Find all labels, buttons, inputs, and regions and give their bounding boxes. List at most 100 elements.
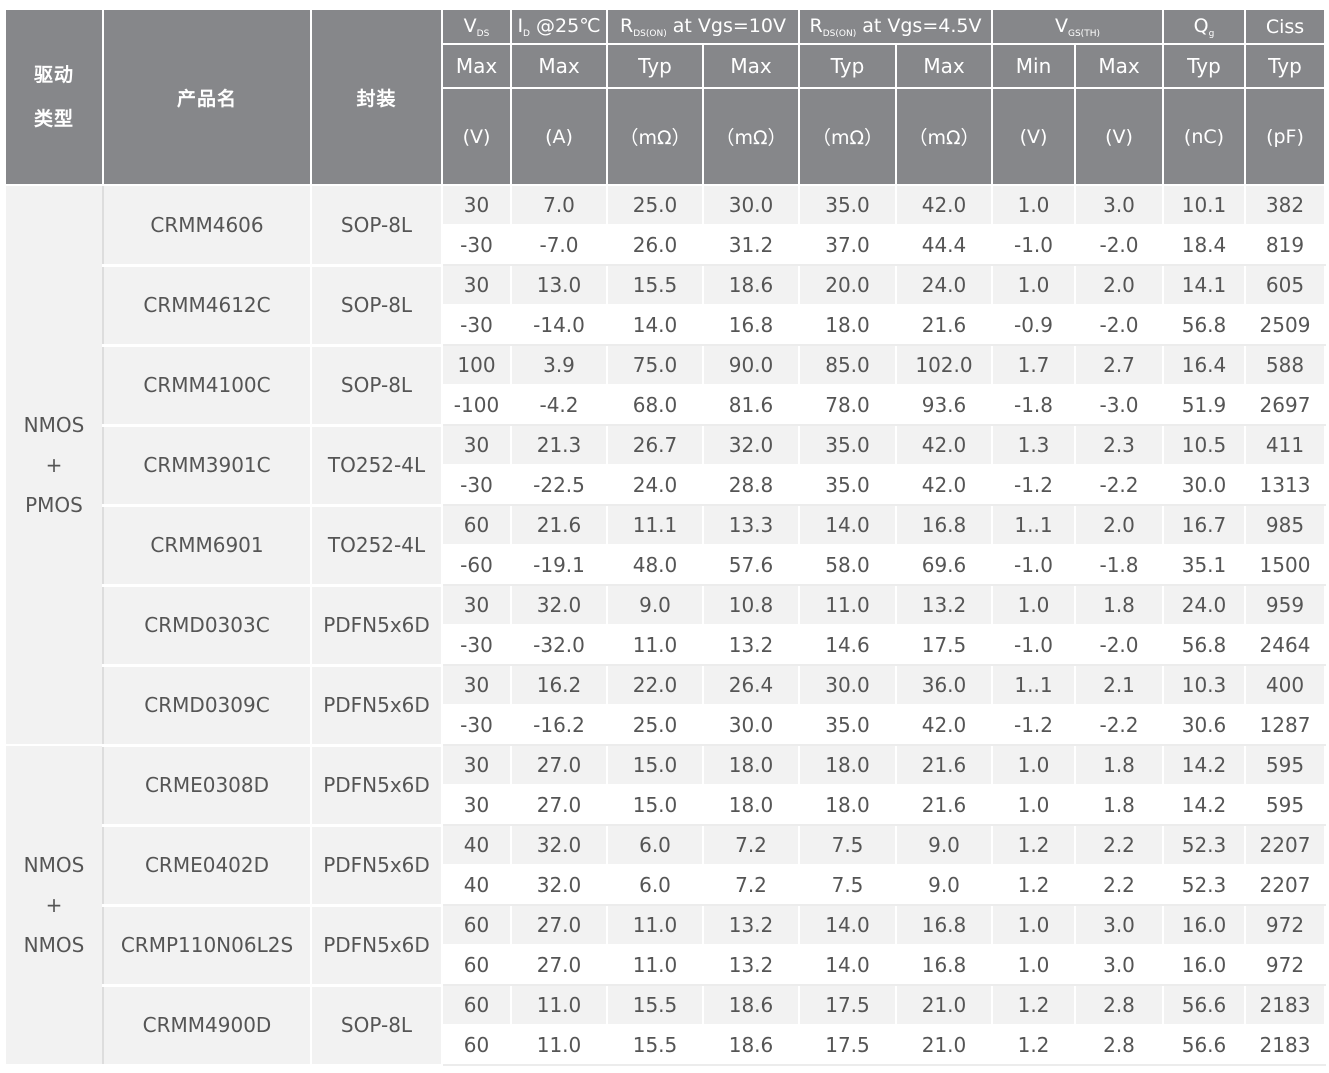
value-cell: 102.0 [895,344,993,386]
value-cell: 13.2 [702,624,800,666]
value-cell: 81.6 [702,384,800,426]
product-name-cell: CRME0402D [102,824,312,907]
value-cell: 18.0 [798,304,897,346]
value-cell: 18.4 [1162,224,1246,266]
header-rds-10v-condition: at Vgs=10V [666,14,786,37]
header-id-condition: @25℃ [529,14,601,37]
value-cell: 1.0 [991,944,1076,986]
value-cell: -32.0 [510,624,608,666]
value-cell: 30.6 [1162,704,1246,746]
header-stat-label: Typ [1162,43,1246,89]
value-cell: 972 [1244,944,1326,986]
value-cell: 100 [441,344,512,386]
value-cell: 90.0 [702,344,800,386]
value-cell: 25.0 [606,704,704,746]
value-cell: 1500 [1244,544,1326,586]
header-vds-subscript: DS [476,28,490,39]
table-row: -30 -7.0 26.0 31.2 37.0 44.4 -1.0 -2.0 18.4 819 [5,224,1326,266]
value-cell: -19.1 [510,544,608,586]
value-cell: 27.0 [510,904,608,946]
value-cell: 32.0 [510,864,608,906]
header-vgs-subscript: GS(TH) [1068,28,1100,39]
table-row: -30 -14.0 14.0 16.8 18.0 21.6 -0.9 -2.0 56.8 2509 [5,304,1326,346]
value-cell: 1.0 [991,744,1076,786]
value-cell: 10.3 [1162,664,1246,706]
drive-type-line: NMOS [23,413,85,437]
value-cell: 26.4 [702,664,800,706]
value-cell: 13.3 [702,504,800,546]
value-cell: -2.0 [1074,304,1164,346]
value-cell: 27.0 [510,744,608,786]
value-cell: 21.3 [510,424,608,466]
value-cell: 42.0 [895,464,993,506]
product-name-cell: CRMM6901 [102,504,312,587]
value-cell: 30 [441,584,512,626]
value-cell: -1.8 [991,384,1076,426]
drive-type-cell: NMOS + NMOS [4,744,104,1066]
value-cell: 60 [441,904,512,946]
value-cell: 972 [1244,904,1326,946]
header-rds-10v-subscript: DS(ON) [633,28,667,39]
header-vgs-symbol: V [1055,14,1068,37]
value-cell: 21.6 [510,504,608,546]
value-cell: 9.0 [895,864,993,906]
value-cell: 2207 [1244,864,1326,906]
package-cell: PDFN5x6D [310,744,443,827]
value-cell: 13.2 [702,904,800,946]
header-unit-label: （mΩ） [895,87,993,186]
table-row: CRME0402D PDFN5x6D 40 32.0 6.0 7.2 7.5 9.0 1.2 2.… [5,824,1326,907]
value-cell: 7.2 [702,864,800,906]
value-cell: 16.8 [895,904,993,946]
value-cell: -0.9 [991,304,1076,346]
value-cell: 11.0 [510,1024,608,1066]
drive-type-line: NMOS [23,933,85,957]
value-cell: 1.2 [991,984,1076,1026]
value-cell: 18.6 [702,264,800,306]
value-cell: 14.0 [606,304,704,346]
package-cell: PDFN5x6D [310,664,443,747]
header-unit-label: (A) [510,87,608,186]
table-row: NMOS + NMOS CRME0308D PDFN5x6D 30 27.0 15.0 18.0… [4,744,1326,1066]
value-cell: 30.0 [1162,464,1246,506]
header-stat-label: Max [510,43,608,89]
value-cell: 21.6 [895,744,993,786]
value-cell: 1.2 [991,864,1076,906]
header-ciss: Ciss [1244,8,1326,45]
value-cell: 10.1 [1162,184,1246,226]
value-cell: 13.2 [702,944,800,986]
value-cell: 25.0 [606,184,704,226]
table-row: CRMP110N06L2S PDFN5x6D 60 27.0 11.0 13.2 14.0 1… [5,904,1326,987]
value-cell: 30 [441,744,512,786]
value-cell: 52.3 [1162,864,1246,906]
value-cell: 40 [441,824,512,866]
value-cell: -2.2 [1074,704,1164,746]
header-unit-label: (V) [991,87,1076,186]
header-stat-label: Typ [798,43,897,89]
table-row: -60 -19.1 48.0 57.6 58.0 69.6 -1.0 -1.8 35.1 1500 [5,544,1326,586]
header-id-symbol: I [517,14,524,37]
value-cell: 605 [1244,264,1326,306]
value-cell: 382 [1244,184,1326,226]
value-cell: 24.0 [1162,584,1246,626]
value-cell: 18.6 [702,984,800,1026]
header-unit-label: （mΩ） [798,87,897,186]
value-cell: 16.4 [1162,344,1246,386]
value-cell: 411 [1244,424,1326,466]
value-cell: 35.0 [798,464,897,506]
header-stat-label: Max [1074,43,1164,89]
value-cell: -1.2 [991,704,1076,746]
header-qg-subscript: g [1208,28,1215,39]
value-cell: 56.8 [1162,624,1246,666]
value-cell: 13.0 [510,264,608,306]
product-name-cell: CRMM3901C [102,424,312,507]
value-cell: 15.5 [606,984,704,1026]
value-cell: -1.0 [991,224,1076,266]
value-cell: 1287 [1244,704,1326,746]
table-row: CRMM4612C SOP-8L 30 13.0 15.5 18.6 20.0 24.0 1.0… [5,264,1326,347]
header-vds-symbol: V [463,14,477,37]
value-cell: 7.2 [702,824,800,866]
value-cell: 3.0 [1074,184,1164,226]
value-cell: 85.0 [798,344,897,386]
value-cell: 60 [441,504,512,546]
value-cell: -2.2 [1074,464,1164,506]
